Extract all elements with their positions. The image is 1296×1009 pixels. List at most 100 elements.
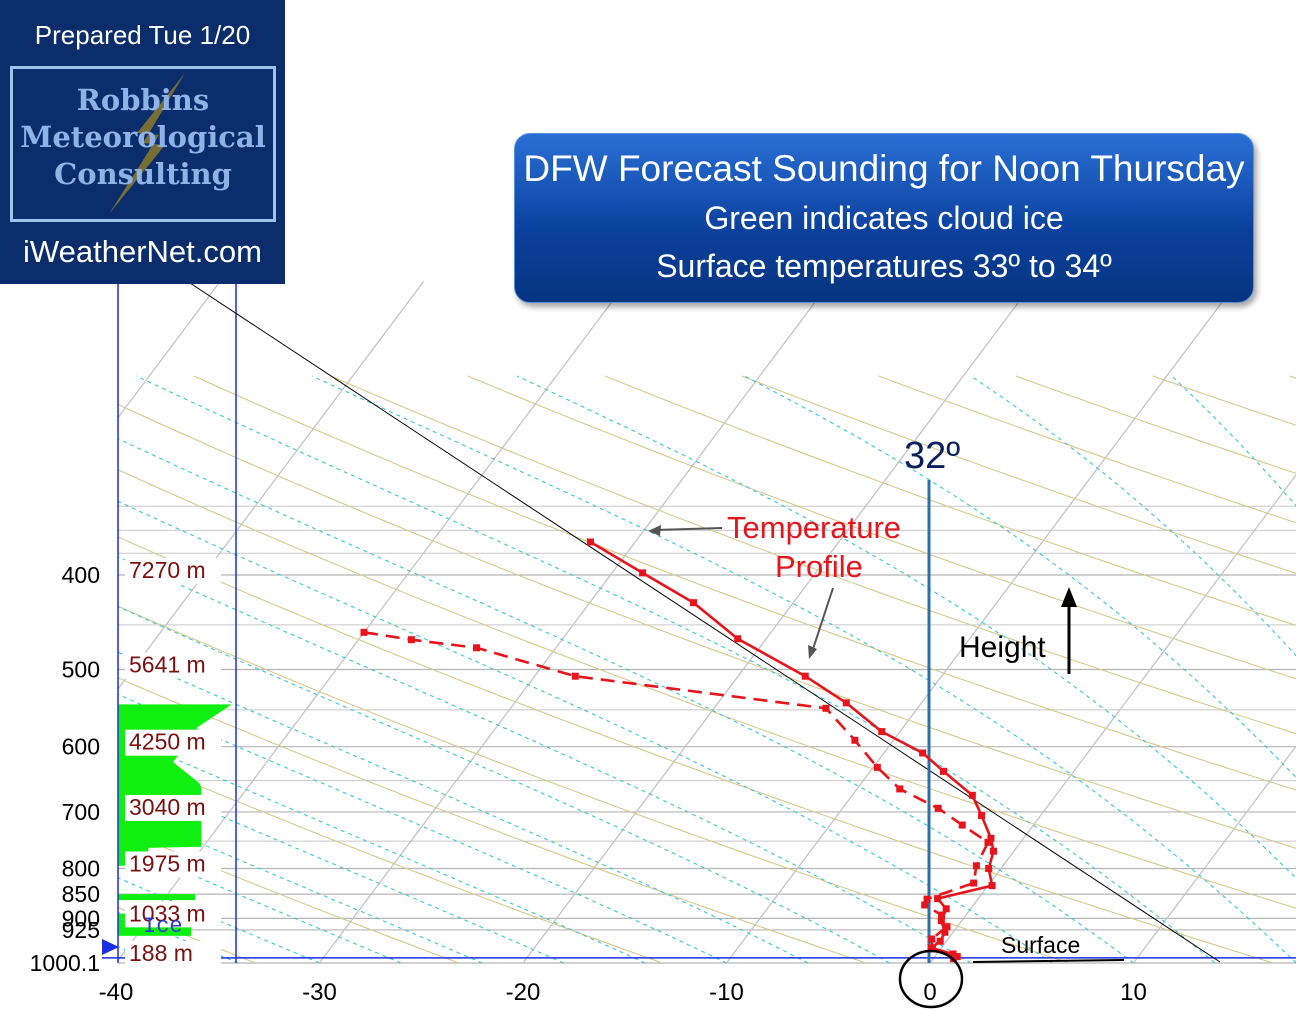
data-point [937,917,945,925]
height-label-bg [125,729,221,756]
dry-adiabat [330,375,1296,735]
data-point [984,838,992,846]
surface-label: Surface [1001,932,1080,958]
data-point [822,704,830,712]
annotations: 32º Temperature Profile Height Surface I… [102,435,1125,1009]
prepared-date: Prepared Tue 1/20 [34,20,251,50]
data-point [921,901,929,909]
isotherm-line [0,282,17,963]
zero-circle [898,949,964,1009]
logo-line-2: Meteorological [20,120,266,154]
dry-adiabat [741,375,1296,574]
y-tick-label: 800 [62,855,100,881]
temperature-profile-label-1: Temperature [727,510,901,545]
data-point [923,895,931,903]
branding-panel: Prepared Tue 1/20 Robbins Meteorological… [0,0,285,284]
freezing-label: 32º [904,435,960,477]
website-label: iWeatherNet.com [23,234,262,269]
y-tick-label: 925 [62,917,100,943]
isotherm-line [118,281,628,962]
data-point [936,937,944,945]
dry-adiabat [118,677,867,963]
y-tick-label: 700 [62,799,100,825]
dry-adiabat [118,403,1296,849]
isotherm-line [118,281,221,419]
moist-adiabat [118,500,1053,963]
moist-adiabat [970,375,1296,657]
isobar-lines [118,505,1296,964]
reference-lines [189,282,1221,963]
x-tick-label: 10 [1120,979,1147,1006]
x-tick-label: -20 [506,979,541,1006]
moist-adiabat [118,693,727,963]
moist-adiabat [118,842,402,963]
x-tick-label: -30 [302,979,337,1006]
logo-line-1: Robbins [76,83,210,117]
data-point [968,791,976,799]
height-label: 188 m [129,940,193,966]
height-label: 7270 m [129,557,206,583]
data-point [873,763,881,771]
data-point [985,864,993,872]
moist-adiabat [311,375,1296,963]
dry-adiabat [118,536,1274,963]
dry-adiabat [118,827,460,963]
height-label-bg [125,794,221,821]
height-arrow-head [1061,587,1077,607]
moist-adiabat [118,651,809,963]
profile-arrow-2-head [808,645,817,659]
isotherm-line [929,473,1296,963]
data-point [953,953,961,961]
moist-adiabat [136,375,1216,963]
data-point [919,749,927,757]
surface-marker-icon [102,939,119,955]
data-point [988,882,996,890]
height-frame [102,284,1296,963]
data-point [801,672,809,680]
height-label: 4250 m [129,729,206,755]
data-point [360,628,368,636]
chart-subtitle-2: Surface temperatures 33º to 34º [656,248,1112,284]
x-tick-label: 0 [923,979,936,1006]
height-label: 1033 m [129,900,206,926]
data-point [970,879,978,887]
x-tick-label: -40 [99,979,134,1006]
y-tick-label: 600 [62,734,100,760]
isotherm-line [522,281,1035,963]
profile-arrow-1-head [648,525,661,536]
data-point [929,945,937,953]
height-label-bg [125,652,221,679]
profile-arrow-2 [811,587,834,653]
surface-underline [972,959,1125,963]
title-panel: DFW Forecast Sounding for Noon Thursday … [514,133,1254,303]
data-point [842,699,850,707]
isotherm-line [118,281,425,691]
height-label-bg [125,558,221,585]
y-tick-label: 850 [62,881,100,907]
y-tick-label: 400 [62,562,100,588]
dry-adiabat [193,375,1296,791]
data-point [639,569,647,577]
data-point [734,635,742,643]
chart-title: DFW Forecast Sounding for Noon Thursday [523,148,1245,189]
data-point [942,905,950,913]
data-point [943,923,951,931]
moist-adiabat [118,807,483,963]
data-point [934,804,942,812]
isotherm-line [318,281,832,963]
data-point [938,911,946,919]
parcel-reference-line [189,282,1221,963]
height-label: 3040 m [129,794,206,820]
data-point [934,895,942,903]
data-point [896,785,904,793]
logo-line-3: Consulting [54,157,232,191]
data-point [690,599,698,607]
height-label-bg [125,851,221,878]
data-point [407,636,415,644]
data-point [958,821,966,829]
data-point [990,847,998,855]
dry-adiabat [604,375,1296,626]
series-line-dashed [363,631,990,958]
